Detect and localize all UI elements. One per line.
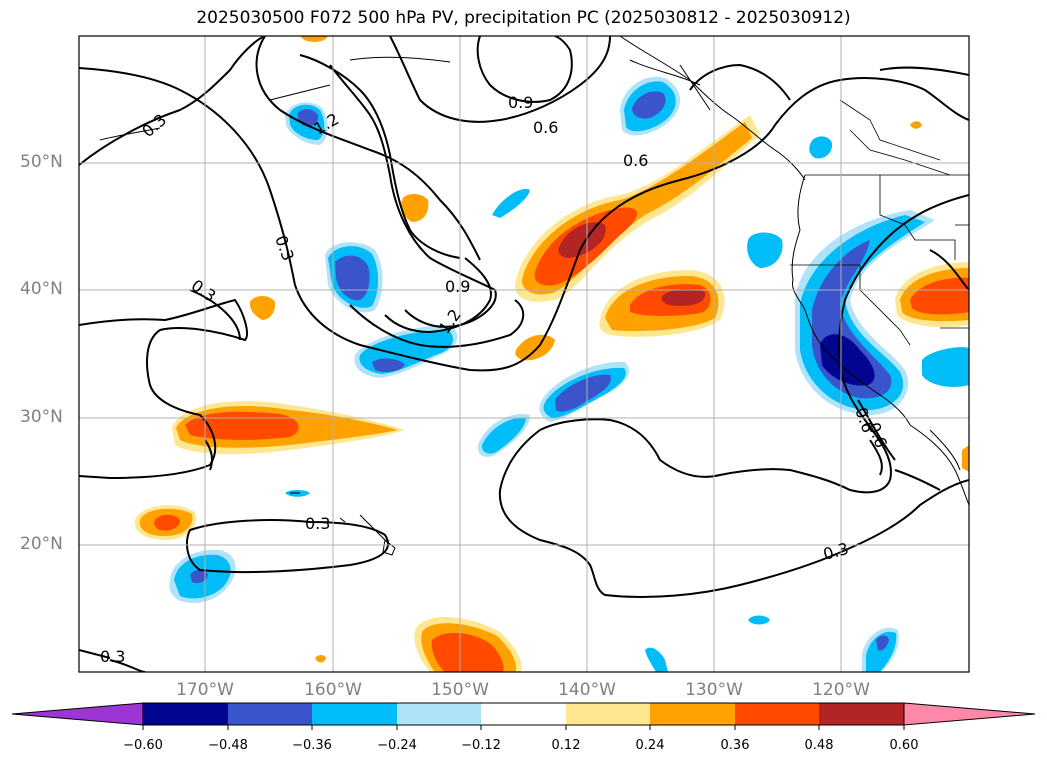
colorbar-tick-label: 0.48 — [804, 738, 834, 753]
colorbar-tick-label: 0.36 — [720, 738, 750, 753]
lat-label: 40°N — [20, 279, 63, 299]
contour-label: 0.9 — [445, 277, 470, 296]
precip-shading — [134, 36, 969, 672]
map-title: 2025030500 F072 500 hPa PV, precipitatio… — [196, 8, 851, 28]
contour-label: 0.3 — [100, 647, 125, 666]
colorbar-tick-label: −0.48 — [208, 738, 248, 753]
colorbar-tick-label: −0.60 — [123, 738, 163, 753]
colorbar-tick-label: −0.36 — [292, 738, 332, 753]
colorbar-tick-label: −0.12 — [461, 738, 501, 753]
contour-0.3-north — [79, 36, 266, 166]
contour-label: 0.6 — [864, 420, 891, 450]
colorbar-tick-label: 0.24 — [635, 738, 665, 753]
contour-label: 0.9 — [508, 93, 533, 112]
colorbar-tick-label: −0.24 — [377, 738, 417, 753]
gridlines — [79, 36, 969, 672]
colorbar-segment — [566, 703, 650, 725]
map-frame — [78, 35, 970, 673]
colorbar-extend-right — [903, 702, 1036, 726]
lat-label: 20°N — [20, 534, 63, 554]
contour-label: 0.3 — [271, 233, 298, 263]
colorbar-segment — [143, 703, 228, 725]
colorbar — [11, 702, 1036, 730]
lon-label: 160°W — [304, 680, 362, 700]
colorbar-segment — [650, 703, 735, 725]
contour-label: 0.3 — [821, 539, 851, 564]
pv-contours — [79, 36, 969, 672]
colorbar-segment — [819, 703, 904, 725]
lon-label: 140°W — [558, 680, 616, 700]
colorbar-tick-label: 0.12 — [551, 738, 581, 753]
colorbar-segment — [312, 703, 397, 725]
lon-label: 120°W — [812, 680, 870, 700]
colorbar-extend-left — [11, 702, 144, 726]
contour-label: 0.6 — [533, 118, 558, 137]
lon-label: 150°W — [431, 680, 489, 700]
colorbar-segment — [481, 703, 566, 725]
contour-label: 0.6 — [623, 151, 648, 170]
lat-label: 30°N — [20, 407, 63, 427]
lat-label: 50°N — [20, 152, 63, 172]
lon-label: 170°W — [176, 680, 234, 700]
colorbar-segment — [228, 703, 312, 725]
colorbar-segment — [397, 703, 481, 725]
contour-label: 0.3 — [305, 514, 330, 533]
colorbar-tick-label: 0.60 — [889, 738, 919, 753]
lon-label: 130°W — [685, 680, 743, 700]
contour-label: 0.3 — [188, 276, 220, 306]
colorbar-segment — [735, 703, 819, 725]
